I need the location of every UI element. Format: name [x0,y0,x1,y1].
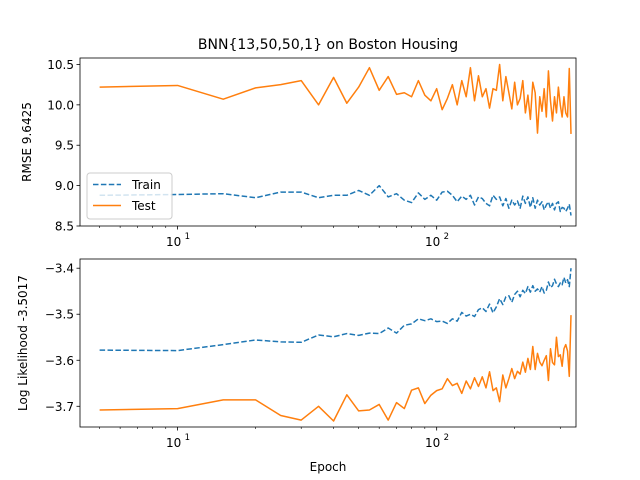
loglik-ytick-label: −3.4 [45,262,74,276]
loglik-axes-frame [79,258,577,428]
legend: Train Test [86,172,173,220]
loglik-ytick-label: −3.7 [45,400,74,414]
rmse-ytick-label: 10.5 [47,58,74,72]
rmse-xtick-exponent: 1 [185,232,190,242]
rmse-xtick-exponent: 2 [444,232,449,242]
legend-test-label: Test [131,199,156,213]
legend-train-label: Train [131,178,161,192]
loglik-ytick-label: −3.6 [45,354,74,368]
loglik-ylabel: Log Likelihood -3.5017 [16,275,30,411]
rmse-xtick-label: 10 [425,235,440,249]
rmse-ytick-label: 9.0 [55,179,74,193]
loglik-xtick-exponent: 2 [444,433,449,443]
loglik-yticks: −3.7 −3.6 −3.5 −3.4 [45,262,80,414]
loglik-xtick-label: 10 [166,436,181,450]
loglik-series-layer [99,268,572,422]
rmse-series-train [99,184,572,216]
rmse-ytick-label: 9.5 [55,139,74,153]
rmse-series-test [99,63,572,134]
rmse-yticks: 8.5 9.0 9.5 10.0 10.5 [47,58,80,234]
loglik-series-train [99,268,572,352]
chart-title: BNN{13,50,50,1} on Boston Housing [198,37,458,53]
loglik-xtick-exponent: 1 [185,433,190,443]
rmse-series-layer [99,63,572,216]
loglik-subplot: −3.7 −3.6 −3.5 −3.4 10 1 10 2 Log Likelihood -… [16,258,577,474]
loglik-xtick-label: 10 [425,436,440,450]
x-axis-label: Epoch [310,460,347,474]
rmse-ylabel: RMSE 9.6425 [20,102,34,182]
loglik-ytick-label: −3.5 [45,308,74,322]
rmse-ytick-label: 8.5 [55,220,74,234]
rmse-xtick-label: 10 [166,235,181,249]
rmse-subplot: BNN{13,50,50,1} on Boston Housing 8.5 9.0… [20,37,577,249]
rmse-xticks: 10 1 10 2 [99,226,561,249]
rmse-axes-frame [79,57,577,227]
legend-box [86,172,173,220]
rmse-ytick-label: 10.0 [47,98,74,112]
loglik-series-test [99,315,572,422]
loglik-xticks: 10 1 10 2 [99,427,561,450]
